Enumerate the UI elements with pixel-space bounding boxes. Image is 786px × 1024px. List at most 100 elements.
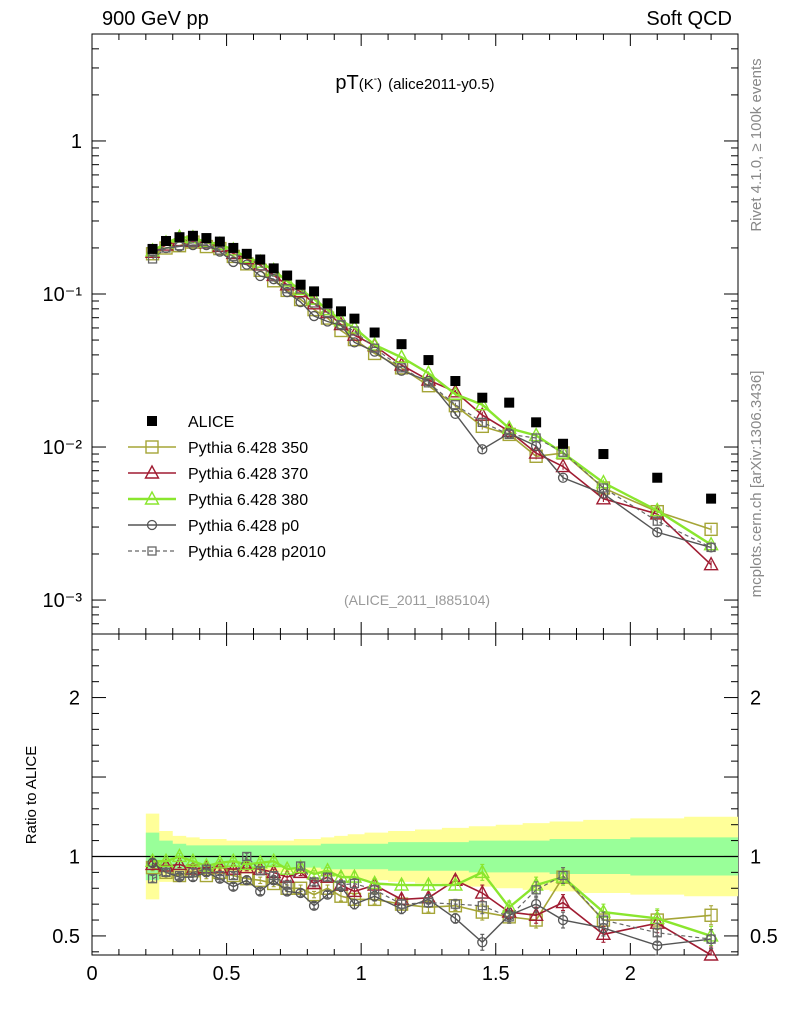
data-point bbox=[393, 348, 410, 364]
ratio-point bbox=[242, 851, 252, 862]
data-point bbox=[241, 259, 252, 270]
x-tick-label: 0 bbox=[86, 963, 97, 985]
alice-point bbox=[504, 397, 515, 408]
data-point bbox=[595, 490, 612, 505]
ratio-point bbox=[225, 852, 241, 867]
alice-point bbox=[295, 279, 306, 290]
data-point bbox=[336, 319, 346, 330]
legend-marker bbox=[145, 440, 159, 454]
data-point bbox=[255, 270, 266, 282]
alice-point bbox=[531, 417, 542, 428]
alice-point bbox=[477, 392, 488, 403]
x-tick-label: 1.5 bbox=[482, 963, 510, 985]
chart-title: pT(K-) (alice2011-y0.5) bbox=[335, 72, 494, 94]
data-point bbox=[228, 256, 239, 268]
mcplots-label: mcplots.cern.ch [arXiv:1306.3436] bbox=[748, 371, 765, 598]
ratio-point bbox=[228, 870, 238, 881]
ratio-panel-frame bbox=[91, 633, 739, 956]
data-point bbox=[308, 310, 320, 322]
data-point bbox=[346, 326, 363, 341]
legend-label: Pythia 6.428 380 bbox=[188, 492, 308, 509]
data-point bbox=[652, 516, 662, 526]
ratio-point bbox=[158, 852, 174, 867]
ratio-point bbox=[282, 880, 292, 890]
title-paren: (K bbox=[359, 76, 374, 93]
ratio-point bbox=[349, 878, 360, 889]
ratio-point bbox=[266, 852, 282, 867]
ratio-point bbox=[147, 874, 158, 884]
header-left-label: 900 GeV pp bbox=[102, 8, 209, 30]
alice-point bbox=[201, 233, 212, 244]
ratio-point bbox=[423, 897, 434, 908]
data-point bbox=[704, 522, 718, 537]
ratio-point bbox=[295, 861, 306, 871]
ratio-point bbox=[269, 870, 279, 881]
ratio-point bbox=[530, 898, 542, 910]
legend-label: Pythia 6.428 350 bbox=[188, 440, 308, 457]
analysis-id: (ALICE_2011_I885104) bbox=[344, 592, 490, 608]
y-tick-label: 1 bbox=[71, 131, 82, 153]
data-point bbox=[450, 400, 461, 410]
legend-marker bbox=[147, 546, 157, 556]
ratio-point bbox=[239, 855, 255, 871]
data-point bbox=[322, 307, 333, 318]
alice-point bbox=[369, 327, 380, 338]
axis-ticks: 0 0.5 1 1.5 2 1 10⁻¹ 10⁻² 10⁻³ 2 2 1 1 0.5 0.5 bbox=[43, 33, 778, 985]
data-point bbox=[652, 527, 663, 538]
ratio-point bbox=[531, 885, 541, 895]
ratio-point bbox=[336, 880, 346, 890]
ratio-point bbox=[528, 906, 544, 921]
ratio-point bbox=[598, 915, 609, 925]
ratio-point bbox=[306, 875, 322, 890]
ratio-point bbox=[396, 899, 407, 909]
rivet-label: Rivet 4.1.0, ≥ 100k events bbox=[748, 58, 765, 231]
alice-point bbox=[268, 263, 279, 274]
alice-point bbox=[335, 306, 346, 317]
data-point bbox=[282, 284, 292, 294]
alice-point bbox=[309, 286, 320, 297]
ratio-point bbox=[322, 872, 333, 882]
ratio-tick-label: 2 bbox=[69, 688, 80, 710]
title-main: pT bbox=[335, 72, 358, 94]
alice-point bbox=[161, 235, 172, 246]
ratio-point bbox=[595, 925, 612, 941]
data-point bbox=[474, 396, 490, 411]
data-point bbox=[396, 363, 407, 373]
ratio-point bbox=[188, 867, 198, 878]
ratio-point bbox=[161, 867, 171, 878]
ratio-point bbox=[171, 848, 188, 863]
ratio-point bbox=[255, 866, 265, 876]
legend: ALICE Pythia 6.428 350 Pythia 6.428 370 Pyt… bbox=[128, 414, 326, 561]
ratio-point bbox=[558, 870, 568, 881]
data-point bbox=[309, 298, 319, 308]
data-point bbox=[598, 483, 609, 493]
data-point bbox=[531, 433, 541, 443]
ratio-point bbox=[255, 886, 266, 897]
ratio-point bbox=[346, 882, 363, 898]
ratio-point bbox=[185, 852, 201, 867]
alice-point bbox=[652, 472, 663, 483]
data-point bbox=[649, 502, 665, 517]
ratio-point bbox=[450, 899, 461, 909]
data-point bbox=[557, 472, 569, 483]
alice-point bbox=[450, 376, 461, 387]
data-point bbox=[369, 343, 380, 353]
series-alice bbox=[147, 230, 717, 504]
alice-point bbox=[187, 230, 198, 241]
data-point bbox=[477, 444, 488, 455]
ratio-point bbox=[369, 885, 380, 895]
ratio-point bbox=[652, 928, 662, 938]
y-tick-label: 10⁻² bbox=[43, 437, 83, 459]
alice-point bbox=[349, 313, 360, 324]
data-point bbox=[306, 290, 322, 305]
ratio-point bbox=[279, 860, 295, 875]
ratio-point bbox=[144, 855, 161, 871]
data-point bbox=[349, 337, 360, 348]
alice-point bbox=[706, 493, 717, 504]
legend-label: Pythia 6.428 370 bbox=[188, 466, 308, 483]
ratio-point bbox=[295, 887, 306, 899]
data-point bbox=[423, 378, 434, 388]
header-right-label: Soft QCD bbox=[646, 8, 732, 30]
series-5 bbox=[147, 238, 716, 950]
ratio-point bbox=[555, 894, 571, 909]
